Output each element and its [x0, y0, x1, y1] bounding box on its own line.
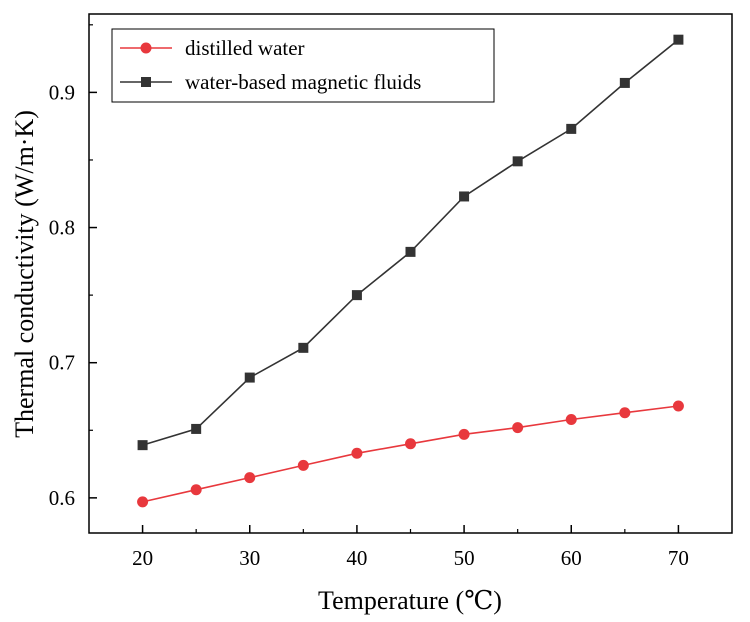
data-point	[566, 123, 577, 134]
x-tick-label: 30	[239, 546, 260, 570]
data-point	[190, 484, 202, 496]
data-point	[459, 191, 470, 202]
x-tick-label: 70	[668, 546, 689, 570]
legend-label: distilled water	[185, 36, 305, 60]
data-point	[619, 77, 630, 88]
x-tick-label: 50	[454, 546, 475, 570]
data-point	[512, 422, 524, 434]
x-tick-label: 40	[346, 546, 367, 570]
series-line	[142, 405, 679, 503]
y-tick-label: 0.7	[49, 351, 75, 375]
data-point	[458, 428, 470, 440]
data-point	[512, 156, 523, 167]
data-point	[297, 459, 309, 471]
data-point	[298, 342, 309, 353]
data-point	[405, 246, 416, 257]
data-point	[405, 438, 416, 450]
y-tick-label: 0.6	[49, 486, 75, 510]
data-point	[191, 423, 202, 434]
y-tick-label: 0.9	[49, 80, 75, 104]
y-tick-label: 0.8	[49, 216, 75, 240]
x-tick-label: 20	[132, 546, 153, 570]
data-point	[565, 413, 577, 425]
legend-marker	[140, 42, 152, 54]
legend-box	[111, 28, 495, 103]
series-magnetic-fluids	[137, 34, 684, 451]
legend-label: water-based magnetic fluids	[185, 70, 421, 94]
series-distilled-water	[137, 400, 684, 508]
series-layer	[137, 34, 684, 508]
data-point	[351, 290, 362, 301]
x-tick-label: 60	[561, 546, 582, 570]
data-point	[244, 472, 256, 484]
legend-marker	[141, 77, 151, 87]
data-point	[351, 447, 363, 459]
x-axis-title: Temperature (℃)	[318, 586, 502, 615]
data-point	[672, 400, 684, 412]
data-point	[137, 440, 148, 451]
legend: distilled water water-based magnetic flui…	[111, 28, 495, 103]
ticks: 20 30 40 50 60 70 0.6 0.7 0.8 0.9	[49, 24, 689, 570]
data-point	[244, 372, 255, 383]
y-axis-title: Thermal conductivity (W/m·K)	[10, 110, 39, 438]
data-point	[619, 407, 631, 419]
data-point	[673, 34, 684, 45]
data-point	[137, 496, 149, 508]
